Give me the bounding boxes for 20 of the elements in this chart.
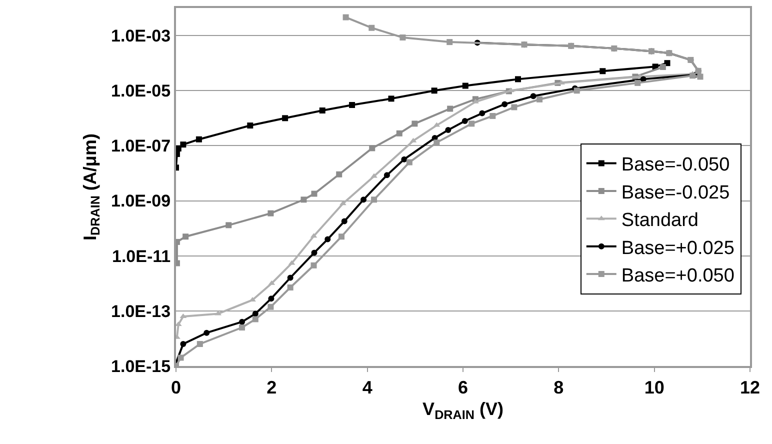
legend-label: Base=+0.050 <box>621 265 734 286</box>
x-tick-label: 6 <box>458 378 468 398</box>
legend-label: Standard <box>621 210 699 232</box>
x-tick-label: 10 <box>644 378 664 398</box>
x-tick-label: 12 <box>740 378 760 398</box>
y-tick-label: 1.0E-07 <box>111 136 171 156</box>
y-tick-label: 1.0E-13 <box>111 302 171 321</box>
x-tick-label: 4 <box>362 378 372 398</box>
legend-label: Base=-0.025 <box>621 182 730 204</box>
x-tick-label: 0 <box>170 378 182 398</box>
y-tick-label: 1.0E-09 <box>111 192 171 211</box>
x-tick-label: 8 <box>554 378 564 398</box>
x-axis-title: V$_{DRAIN}$ (V) <box>422 399 504 422</box>
legend-label: Base=-0.050 <box>621 154 730 176</box>
y-tick-label: 1.0E-15 <box>111 356 171 376</box>
x-tick-label: 2 <box>266 378 277 398</box>
y-tick-label: 1.0E-03 <box>111 26 171 46</box>
y-tick-label: 1.0E-11 <box>112 246 171 266</box>
legend-label: Base=+0.025 <box>621 238 734 259</box>
y-tick-label: 1.0E-05 <box>111 82 171 101</box>
